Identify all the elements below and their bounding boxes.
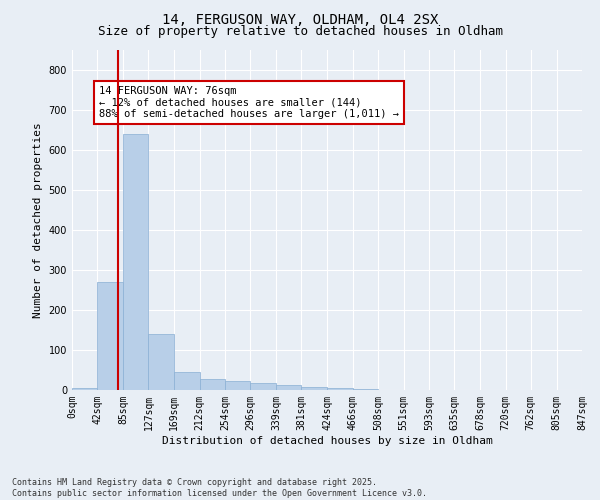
Bar (328, 388, 353, 390)
X-axis label: Distribution of detached houses by size in Oldham: Distribution of detached houses by size … (161, 436, 493, 446)
Text: Size of property relative to detached houses in Oldham: Size of property relative to detached ho… (97, 25, 503, 38)
Bar (97, 282, 123, 390)
Bar (72, 388, 97, 390)
Text: Contains HM Land Registry data © Crown copyright and database right 2025.
Contai: Contains HM Land Registry data © Crown c… (12, 478, 427, 498)
Bar (148, 334, 174, 390)
Text: 14 FERGUSON WAY: 76sqm
← 12% of detached houses are smaller (144)
88% of semi-de: 14 FERGUSON WAY: 76sqm ← 12% of detached… (99, 86, 399, 119)
Bar (174, 372, 200, 390)
Bar (353, 389, 378, 390)
Bar (200, 379, 225, 390)
Bar (276, 385, 301, 390)
Bar (123, 134, 148, 390)
Y-axis label: Number of detached properties: Number of detached properties (33, 122, 43, 318)
Bar (250, 383, 276, 390)
Bar (301, 387, 328, 390)
Text: 14, FERGUSON WAY, OLDHAM, OL4 2SX: 14, FERGUSON WAY, OLDHAM, OL4 2SX (162, 12, 438, 26)
Bar (225, 381, 250, 390)
